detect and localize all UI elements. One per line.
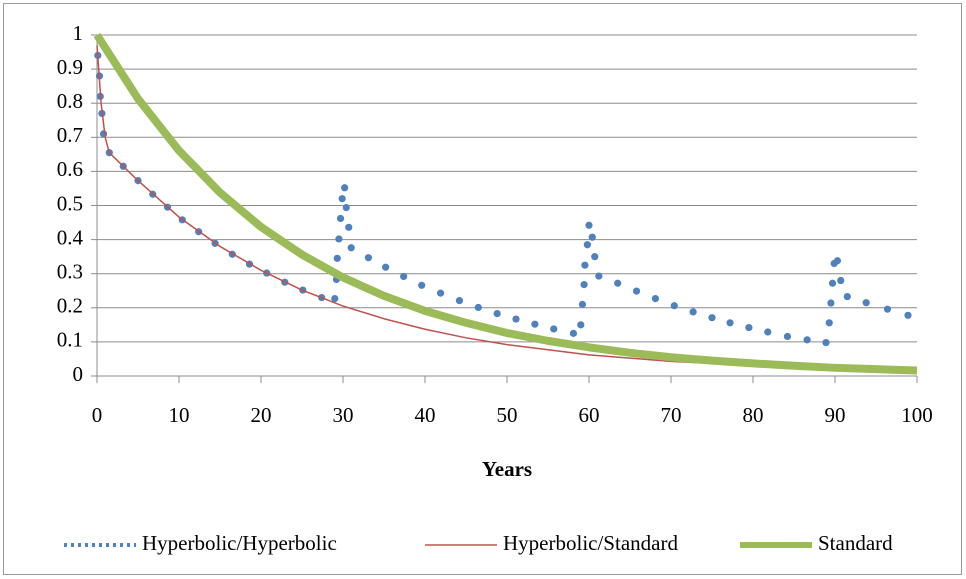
legend-label: Hyperbolic/Standard	[503, 531, 678, 555]
data-point	[345, 223, 353, 231]
data-point	[783, 332, 792, 341]
data-point	[689, 308, 697, 316]
data-point	[828, 279, 837, 287]
data-point	[382, 263, 390, 271]
data-point	[418, 281, 426, 289]
data-point	[833, 257, 842, 265]
y-tick-label: 0.2	[57, 294, 83, 318]
data-point	[843, 292, 851, 301]
x-tick-label: 40	[415, 403, 436, 427]
data-point	[338, 195, 346, 203]
x-tick-label: 100	[901, 403, 933, 427]
x-tick-label: 60	[579, 403, 600, 427]
data-point	[436, 289, 445, 297]
legend-label: Hyperbolic/Hyperbolic	[142, 531, 337, 555]
data-point	[862, 299, 870, 307]
data-point	[588, 233, 596, 241]
data-point	[335, 235, 343, 243]
data-point	[578, 300, 587, 308]
x-tick-label: 20	[251, 403, 272, 427]
data-point	[837, 276, 845, 285]
data-point	[745, 323, 753, 332]
data-point	[827, 299, 835, 307]
legend-label: Standard	[818, 531, 893, 555]
x-tick-label: 0	[92, 403, 103, 427]
data-point	[591, 253, 599, 261]
data-point	[764, 328, 772, 336]
y-tick-label: 0.6	[57, 157, 83, 181]
data-point	[550, 325, 558, 333]
data-point	[726, 319, 734, 327]
data-point	[347, 244, 355, 252]
data-point	[825, 319, 833, 327]
y-tick-label: 0.1	[57, 328, 83, 352]
x-tick-label: 30	[333, 403, 354, 427]
data-point	[585, 221, 593, 229]
x-tick-label: 70	[661, 403, 682, 427]
y-tick-label: 0.4	[57, 225, 84, 249]
data-point	[474, 303, 482, 312]
data-point	[595, 272, 603, 280]
data-point	[493, 309, 501, 318]
data-point	[512, 315, 520, 323]
data-point	[670, 302, 678, 310]
data-point	[632, 287, 641, 295]
x-tick-label: 80	[743, 403, 764, 427]
data-point	[99, 130, 108, 138]
chart-border	[3, 3, 962, 575]
series-line	[96, 45, 918, 371]
data-point	[883, 305, 892, 313]
data-point	[583, 241, 591, 249]
data-point	[651, 294, 660, 303]
data-point	[822, 338, 830, 347]
data-point	[364, 254, 373, 262]
data-point	[531, 320, 539, 328]
x-axis-label: Years	[482, 457, 532, 481]
data-point	[614, 279, 622, 287]
y-tick-label: 0	[73, 362, 84, 386]
data-point	[336, 214, 345, 223]
data-point	[803, 336, 811, 344]
y-tick-label: 0.3	[57, 260, 83, 284]
data-point	[341, 184, 349, 192]
y-tick-label: 0.5	[57, 191, 83, 215]
data-point	[904, 311, 912, 319]
data-point	[342, 203, 350, 212]
data-point	[333, 254, 341, 262]
y-tick-label: 0.9	[57, 55, 83, 79]
data-point	[331, 294, 339, 303]
y-tick-label: 0.8	[57, 89, 83, 113]
data-point	[581, 261, 589, 269]
data-point	[708, 314, 716, 322]
data-point	[455, 297, 464, 305]
data-point	[569, 329, 578, 337]
x-tick-label: 50	[497, 403, 518, 427]
y-tick-label: 1	[73, 21, 84, 45]
data-point	[400, 272, 408, 281]
data-point	[577, 321, 585, 329]
x-tick-label: 10	[169, 403, 190, 427]
data-point	[580, 281, 588, 289]
x-tick-label: 90	[825, 403, 846, 427]
y-tick-label: 0.7	[57, 123, 83, 147]
series-line	[93, 32, 918, 375]
